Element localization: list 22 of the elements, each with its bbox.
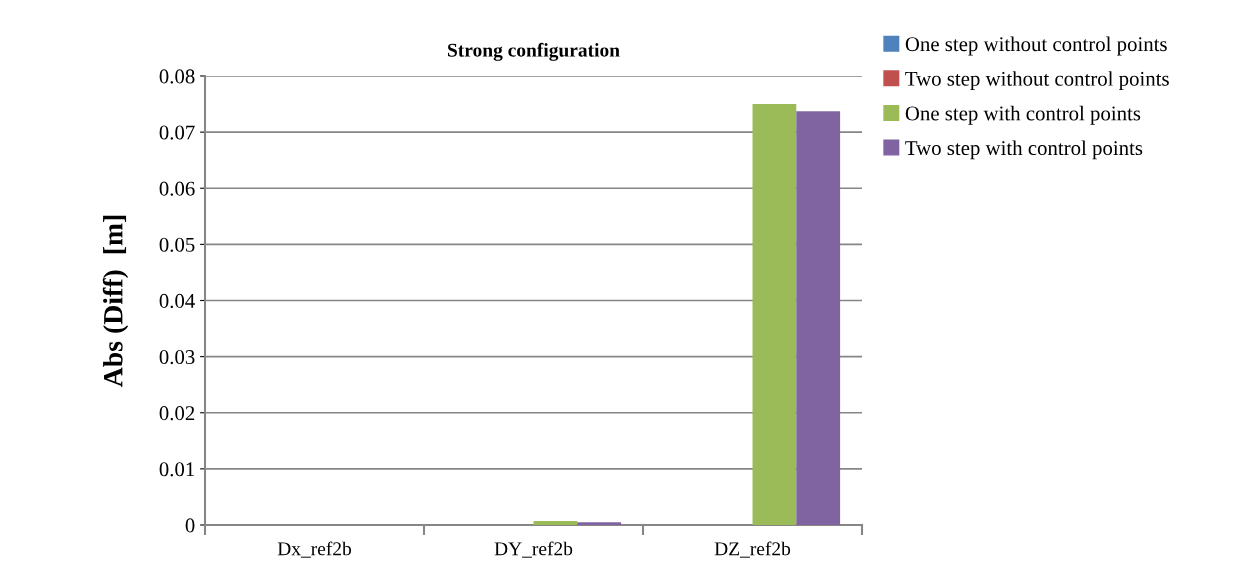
y-tick-label: 0.03 — [159, 350, 195, 365]
y-tick-label: 0.06 — [159, 181, 195, 196]
bar — [577, 522, 622, 525]
bar — [752, 104, 797, 525]
y-tick-label: 0.02 — [159, 406, 195, 421]
y-tick-label: 0.04 — [159, 293, 195, 309]
y-tick-label: 0.01 — [159, 462, 195, 477]
y-tick-label: 0.07 — [159, 125, 195, 140]
legend-label: One step with control points — [905, 105, 1141, 125]
y-tick-label: 0 — [185, 518, 195, 533]
x-tick-label: DZ_ref2b — [714, 541, 791, 558]
y-axis-title: Abs (Diff) [m] — [102, 215, 129, 388]
chart-title: Strong configuration — [448, 42, 620, 61]
bar — [796, 111, 841, 525]
x-tick-label: DY_ref2b — [494, 541, 573, 558]
legend-label: Two step with control points — [905, 140, 1143, 160]
x-tick-label: Dx_ref2b — [277, 541, 352, 558]
legend-label: Two step without control points — [905, 71, 1169, 91]
legend-label: One step without control points — [905, 36, 1167, 56]
y-tick-label: 0.08 — [159, 69, 195, 84]
bar — [533, 521, 578, 525]
y-tick-label: 0.05 — [159, 237, 195, 252]
